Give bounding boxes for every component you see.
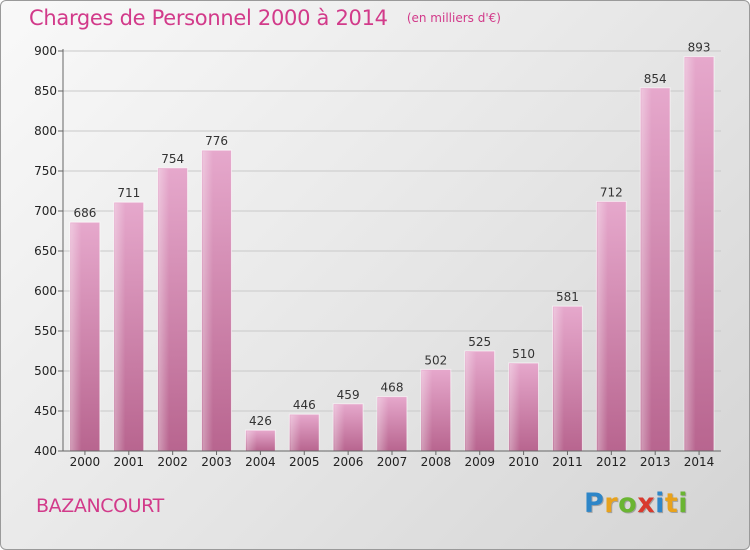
bar-highlight bbox=[246, 431, 257, 451]
bar-highlight bbox=[465, 352, 477, 451]
value-label: 468 bbox=[381, 381, 404, 395]
x-tick-label: 2011 bbox=[552, 455, 583, 469]
x-tick-label: 2013 bbox=[640, 455, 671, 469]
x-tick-label: 2006 bbox=[333, 455, 364, 469]
value-label: 893 bbox=[688, 41, 711, 55]
bar-highlight bbox=[378, 397, 389, 451]
y-tick-label: 400 bbox=[34, 444, 57, 458]
x-tick-label: 2004 bbox=[245, 455, 276, 469]
y-tick-label: 600 bbox=[34, 284, 57, 298]
logo-letter: r bbox=[604, 488, 619, 519]
value-label: 712 bbox=[600, 185, 623, 199]
bar-highlight bbox=[685, 57, 696, 451]
logo-letter: i bbox=[678, 488, 689, 519]
chart-unit: (en milliers d'€) bbox=[406, 11, 501, 25]
x-tick-label: 2009 bbox=[464, 455, 495, 469]
x-tick-label: 2007 bbox=[377, 455, 408, 469]
commune-name: BAZANCOURT bbox=[36, 495, 164, 517]
x-tick-label: 2001 bbox=[114, 455, 145, 469]
x-tick-label: 2012 bbox=[596, 455, 627, 469]
chart-title: Charges de Personnel 2000 à 2014 bbox=[29, 6, 388, 30]
value-label: 686 bbox=[73, 206, 96, 220]
logo-letter: P bbox=[584, 488, 605, 519]
value-label: 711 bbox=[117, 186, 140, 200]
value-label: 502 bbox=[424, 353, 447, 367]
bar-highlight bbox=[114, 203, 126, 451]
y-tick-label: 700 bbox=[34, 204, 57, 218]
y-tick-label: 650 bbox=[34, 244, 57, 258]
y-tick-label: 850 bbox=[34, 84, 57, 98]
x-tick-label: 2008 bbox=[421, 455, 452, 469]
x-tick-label: 2010 bbox=[508, 455, 539, 469]
bar-highlight bbox=[158, 168, 170, 452]
bar-highlight bbox=[597, 202, 608, 451]
x-tick-label: 2014 bbox=[684, 455, 715, 469]
bar-highlight bbox=[641, 88, 652, 452]
bar-highlight bbox=[421, 370, 433, 451]
bar-highlight bbox=[553, 307, 564, 451]
axis-layer: 400 450 500 550 600 650 700 750 800 850 900 2000 200… bbox=[34, 44, 721, 469]
bar-highlight bbox=[71, 223, 82, 451]
title-row: Charges de Personnel 2000 à 2014 (en mil… bbox=[29, 6, 501, 30]
y-tick-label: 550 bbox=[34, 324, 57, 338]
value-label: 510 bbox=[512, 347, 535, 361]
bar-highlight bbox=[202, 151, 214, 451]
x-tick-label: 2000 bbox=[70, 455, 101, 469]
value-label: 446 bbox=[293, 398, 316, 412]
logo-letter: t bbox=[664, 488, 679, 519]
bar-layer: 686 711 754 776 426 446 459 468 502 525 510 581 712 8… bbox=[69, 41, 715, 452]
bar-highlight bbox=[334, 404, 345, 451]
value-label: 525 bbox=[468, 335, 491, 349]
y-tick-label: 750 bbox=[34, 164, 57, 178]
x-tick-label: 2003 bbox=[201, 455, 232, 469]
x-tick-label: 2002 bbox=[157, 455, 188, 469]
value-label: 854 bbox=[644, 72, 667, 86]
logo-letter: o bbox=[618, 488, 638, 519]
value-label: 459 bbox=[337, 388, 360, 402]
y-tick-label: 900 bbox=[34, 44, 57, 58]
y-tick-label: 800 bbox=[34, 124, 57, 138]
logo-letter: x bbox=[637, 488, 656, 519]
bar-highlight bbox=[290, 415, 301, 451]
proxiti-logo: Proxiti bbox=[584, 488, 688, 519]
x-tick-label: 2005 bbox=[289, 455, 320, 469]
y-tick-label: 500 bbox=[34, 364, 57, 378]
value-label: 426 bbox=[249, 414, 272, 428]
value-label: 581 bbox=[556, 290, 579, 304]
bar-highlight bbox=[509, 364, 521, 451]
logo-letter: i bbox=[655, 488, 665, 519]
value-label: 754 bbox=[161, 152, 184, 166]
value-label: 776 bbox=[205, 134, 228, 148]
y-tick-label: 450 bbox=[34, 404, 57, 418]
